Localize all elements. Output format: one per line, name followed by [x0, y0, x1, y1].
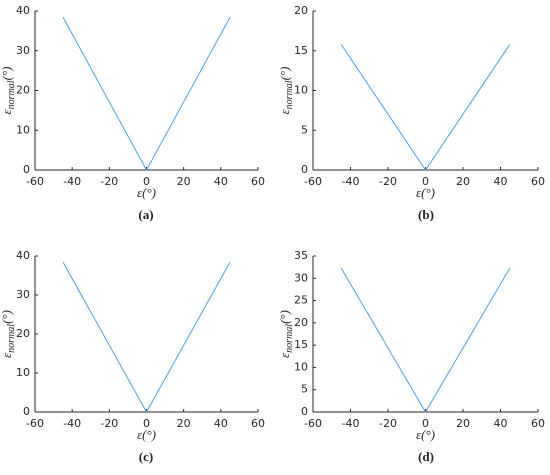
data-line: [62, 16, 231, 172]
x-tick-label: -20: [379, 175, 397, 188]
y-label-unit: (°): [277, 67, 292, 81]
y-tick-label: 25: [294, 294, 308, 307]
subplot: -60 -40 -20 0 20 40 60010203040ε(°)εnormal(°)(…: [0, 249, 265, 464]
x-tick-label: -40: [63, 175, 81, 188]
y-label-symbol: ε: [0, 108, 14, 114]
y-tick-label: 5: [301, 123, 308, 136]
y-tick-label: 10: [294, 84, 308, 97]
y-tick-label: 20: [16, 84, 30, 97]
y-tick-label: 5: [301, 383, 308, 396]
y-label-symbol: ε: [277, 352, 292, 358]
x-tick-label: 40: [214, 417, 228, 430]
x-tick-label: 60: [531, 175, 545, 188]
y-label-symbol: ε: [0, 352, 14, 358]
x-tick-label: 20: [177, 417, 191, 430]
panel-label: (c): [139, 449, 153, 464]
y-axis-label: εnormal(°): [277, 310, 295, 358]
y-tick-label: 20: [16, 327, 30, 340]
y-label-symbol: ε: [277, 108, 292, 114]
y-label-subscript: normal: [6, 324, 17, 353]
x-tick-label: 20: [456, 175, 470, 188]
x-tick-label: -60: [26, 175, 44, 188]
x-tick-label: -20: [100, 417, 118, 430]
x-tick-label: 0: [143, 417, 150, 430]
y-tick-label: 0: [301, 163, 308, 176]
y-label-subscript: normal: [284, 80, 295, 109]
y-label-subscript: normal: [6, 80, 17, 109]
x-tick-label: -40: [342, 175, 360, 188]
x-tick-label: -40: [342, 417, 360, 430]
x-axis-label: ε(°): [416, 185, 435, 200]
y-label-unit: (°): [0, 67, 14, 81]
x-tick-label: 20: [177, 175, 191, 188]
y-tick-label: 30: [16, 288, 30, 301]
panel-label: (a): [138, 207, 153, 222]
y-tick-label: 0: [23, 405, 30, 418]
panel-label: (d): [418, 449, 434, 464]
data-line: [340, 44, 511, 171]
x-tick-label: 40: [494, 175, 508, 188]
x-axis-label: ε(°): [137, 185, 156, 200]
x-tick-label: -40: [63, 417, 81, 430]
y-label-subscript: normal: [284, 324, 295, 353]
x-tick-label: -60: [304, 417, 322, 430]
y-tick-label: 0: [301, 405, 308, 418]
y-tick-label: 35: [294, 249, 308, 262]
y-tick-label: 10: [16, 123, 30, 136]
subplot: -60 -40 -20 0 20 40 6005101520ε(°)εnormal(°)(b…: [277, 4, 545, 222]
y-axis-label: εnormal(°): [277, 67, 295, 115]
panel-label: (b): [418, 207, 434, 222]
x-axis-label: ε(°): [137, 427, 156, 442]
data-line: [340, 267, 511, 413]
data-line: [62, 261, 231, 414]
y-axis-label: εnormal(°): [0, 67, 17, 115]
y-tick-label: 30: [294, 271, 308, 284]
subplot: -60 -40 -20 0 20 40 6005101520253035ε(°)εnorma…: [277, 249, 545, 464]
x-tick-label: 60: [251, 175, 265, 188]
y-tick-label: 40: [16, 249, 30, 262]
y-tick-label: 20: [294, 316, 308, 329]
x-tick-label: 60: [251, 417, 265, 430]
x-tick-label: 0: [422, 417, 429, 430]
x-tick-label: -60: [304, 175, 322, 188]
y-tick-label: 20: [294, 4, 308, 17]
subplot: -60 -40 -20 0 20 40 60010203040ε(°)εnormal(°)(…: [0, 4, 265, 222]
y-tick-label: 0: [23, 163, 30, 176]
x-axis-label: ε(°): [416, 427, 435, 442]
x-tick-label: 40: [494, 417, 508, 430]
y-tick-label: 10: [16, 366, 30, 379]
y-tick-label: 10: [294, 360, 308, 373]
x-tick-label: 40: [214, 175, 228, 188]
y-tick-label: 15: [294, 44, 308, 57]
x-tick-label: -60: [26, 417, 44, 430]
x-tick-label: 60: [531, 417, 545, 430]
y-label-unit: (°): [0, 310, 14, 324]
y-axis-label: εnormal(°): [0, 310, 17, 358]
y-label-unit: (°): [277, 310, 292, 324]
x-tick-label: 0: [143, 175, 150, 188]
x-tick-label: 0: [422, 175, 429, 188]
x-tick-label: -20: [379, 417, 397, 430]
y-tick-label: 15: [294, 338, 308, 351]
y-tick-label: 40: [16, 4, 30, 17]
x-tick-label: -20: [100, 175, 118, 188]
y-tick-label: 30: [16, 44, 30, 57]
x-tick-label: 20: [456, 417, 470, 430]
